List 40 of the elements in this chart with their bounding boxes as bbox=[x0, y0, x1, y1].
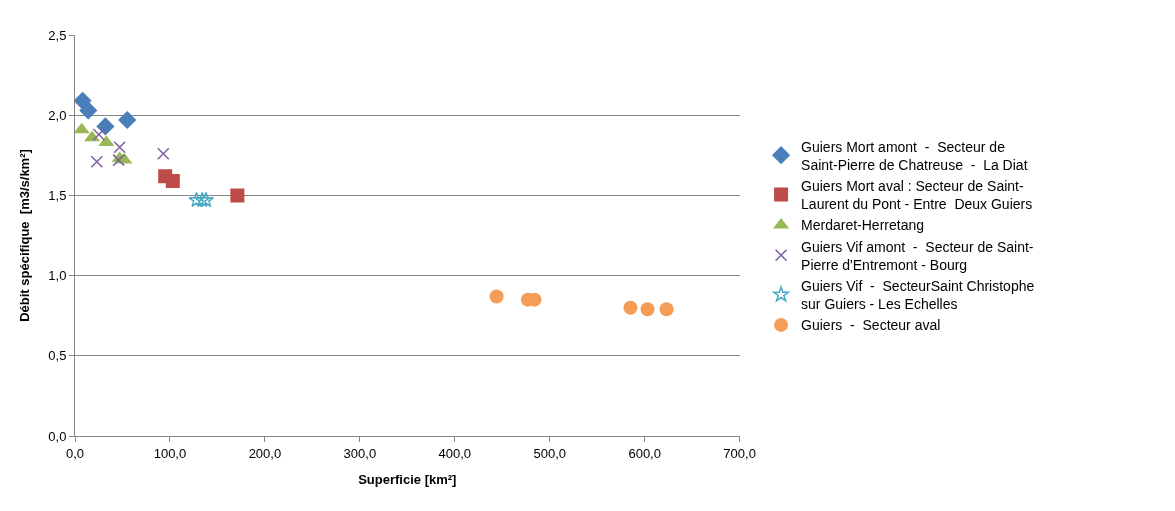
y-tick-label: 1,0 bbox=[48, 268, 67, 284]
y-tick-label: 1,5 bbox=[48, 187, 67, 203]
legend-label: Guiers Vif amont - Secteur de Saint-Pierre d'Entremont - Bourg bbox=[801, 238, 1034, 273]
point bbox=[92, 128, 105, 141]
legend-label: Guiers Mort amont - Secteur de Saint-Pierre de Chatreuse - La Diat bbox=[801, 138, 1028, 173]
x-tick-label: 700,0 bbox=[723, 445, 756, 461]
point bbox=[79, 101, 98, 120]
point bbox=[194, 191, 211, 208]
point bbox=[659, 302, 674, 317]
point bbox=[165, 173, 180, 188]
x-tick-label: 600,0 bbox=[628, 445, 661, 461]
point bbox=[96, 117, 115, 136]
x-tick-label: 500,0 bbox=[533, 445, 567, 461]
y-tick-label: 0,0 bbox=[48, 428, 67, 444]
legend-label: Guiers Mort aval : Secteur de Saint-Laurent du Pont - Entre Deux Guiers bbox=[801, 177, 1033, 213]
point bbox=[118, 110, 137, 130]
point bbox=[489, 289, 504, 304]
legend-label: Merdaret-Herretang bbox=[801, 217, 925, 234]
x-tick-label: 0,0 bbox=[65, 445, 85, 461]
point bbox=[113, 141, 126, 154]
point bbox=[623, 300, 638, 315]
y-tick-label: 2,5 bbox=[48, 27, 67, 43]
point bbox=[230, 188, 245, 203]
legend-label: Guiers Vif - SecteurSaint Christophe sur Guiers - Les Echelles bbox=[801, 277, 1035, 313]
x-tick-label: 400,0 bbox=[438, 445, 472, 461]
x-tick-label: 100,0 bbox=[153, 445, 187, 461]
y-axis-title: Débit spécifique [m3/s/km²] bbox=[17, 149, 33, 322]
point bbox=[90, 155, 104, 168]
x-tick-label: 200,0 bbox=[248, 445, 282, 461]
point bbox=[197, 191, 215, 208]
point bbox=[640, 302, 655, 317]
point bbox=[112, 153, 125, 167]
x-tick-label: 300,0 bbox=[343, 445, 377, 461]
point bbox=[157, 147, 170, 160]
point bbox=[75, 122, 90, 134]
x-axis-title: Superficie [km²] bbox=[358, 472, 457, 488]
y-tick-label: 0,5 bbox=[48, 348, 67, 364]
y-tick-label: 2,0 bbox=[48, 107, 67, 123]
legend-label: Guiers - Secteur aval bbox=[801, 317, 941, 334]
point bbox=[188, 191, 205, 208]
